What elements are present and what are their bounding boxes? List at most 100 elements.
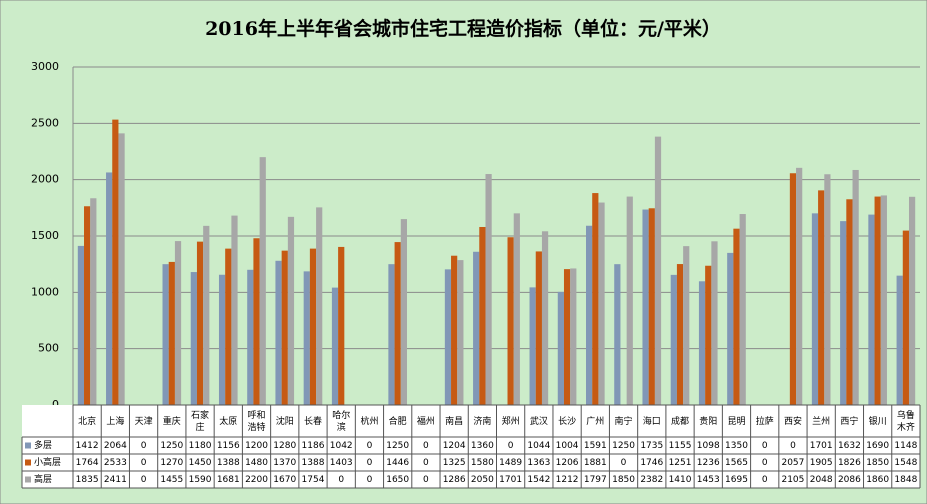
table-value: 1826	[838, 458, 861, 468]
x-tick-label: 杭州	[360, 415, 378, 427]
table-value: 1735	[640, 441, 663, 451]
table-value: 0	[141, 458, 147, 468]
table-value: 2086	[838, 475, 861, 485]
table-value: 0	[762, 458, 768, 468]
table-value: 0	[367, 458, 373, 468]
table-value: 0	[367, 475, 373, 485]
legend-label: 小高层	[34, 456, 61, 468]
x-tick-label: 成都	[671, 415, 689, 427]
x-tick-label: 重庆	[163, 415, 181, 427]
x-tick-label: 广州	[586, 415, 604, 427]
bar	[598, 202, 605, 405]
x-tick-label: 上海	[106, 415, 124, 427]
table-value: 1453	[697, 475, 720, 485]
table-value: 1350	[725, 441, 748, 451]
bar	[585, 225, 593, 405]
table-value: 1764	[76, 458, 99, 468]
table-value: 1250	[386, 441, 409, 451]
bar	[485, 174, 492, 405]
x-tick-label: 西宁	[840, 415, 858, 427]
x-tick-label: 南昌	[445, 415, 463, 427]
table-value: 0	[762, 475, 768, 485]
table-value: 1270	[160, 458, 183, 468]
legend-key	[25, 459, 31, 466]
table-value: 1632	[838, 441, 861, 451]
table-value: 1403	[330, 458, 353, 468]
y-tick-label: 2500	[31, 116, 59, 129]
bar	[789, 173, 797, 405]
table-value: 1098	[697, 441, 720, 451]
chart-title: 2016年上半年省会城市住宅工程造价指标（单位：元/平米）	[205, 17, 721, 40]
x-tick-label: 天津	[135, 416, 153, 427]
x-tick-label: 合肥	[389, 415, 407, 427]
bar	[880, 195, 887, 405]
x-tick-label: 呼和浩特	[248, 410, 266, 433]
table-value: 2382	[640, 475, 663, 485]
bar	[196, 241, 204, 405]
table-value: 2057	[781, 458, 804, 468]
x-tick-label: 银川	[869, 415, 887, 427]
bar	[824, 174, 831, 405]
bar	[451, 255, 458, 405]
legend-label: 高层	[34, 473, 52, 485]
bar	[203, 225, 210, 405]
bar	[275, 260, 282, 405]
table-value: 1754	[302, 475, 325, 485]
data-table	[22, 405, 920, 488]
bar	[648, 208, 655, 405]
table-value: 1388	[217, 458, 240, 468]
table-value: 1835	[76, 475, 99, 485]
table-value: 1044	[527, 441, 550, 451]
bar	[529, 287, 536, 405]
x-tick-label: 海口	[643, 415, 661, 427]
table-value: 0	[423, 458, 429, 468]
table-value: 1548	[894, 458, 917, 468]
bar	[388, 264, 395, 405]
bar	[225, 248, 232, 405]
bar	[654, 136, 662, 406]
bar	[162, 264, 169, 405]
table-value: 1650	[386, 475, 409, 485]
bar	[811, 213, 819, 405]
bar	[541, 231, 549, 405]
bar	[592, 193, 599, 405]
bar	[338, 246, 345, 405]
table-value: 1280	[273, 441, 296, 451]
table-value: 0	[338, 475, 344, 485]
table-value: 1690	[866, 441, 889, 451]
bar	[309, 248, 317, 405]
table-value: 1212	[556, 475, 579, 485]
x-tick-label: 长春	[304, 415, 322, 427]
bar	[626, 196, 633, 405]
bar	[739, 214, 746, 405]
x-tick-label: 乌鲁木齐	[897, 409, 915, 433]
bar	[473, 251, 480, 405]
table-value: 2533	[104, 458, 127, 468]
bar	[281, 250, 288, 405]
table-value: 1905	[810, 458, 833, 468]
table-value: 2064	[104, 441, 127, 451]
x-tick-label: 拉萨	[756, 415, 774, 427]
bar	[818, 190, 825, 405]
bar	[112, 119, 119, 406]
bar	[896, 275, 903, 405]
bar	[90, 198, 97, 405]
table-value: 1236	[697, 458, 720, 468]
x-tick-label: 南宁	[615, 415, 633, 427]
bar	[733, 228, 740, 405]
bar	[513, 213, 520, 405]
x-tick-label: 济南	[473, 415, 491, 427]
x-tick-label: 郑州	[502, 415, 520, 427]
bar	[698, 281, 706, 405]
y-tick-label: 1500	[31, 229, 59, 242]
x-tick-label: 太原	[219, 415, 237, 427]
table-value: 0	[762, 441, 768, 451]
table-value: 1200	[245, 441, 268, 451]
y-tick-label: 2000	[31, 173, 59, 186]
bar	[727, 252, 734, 405]
table-value: 0	[367, 441, 373, 451]
table-value: 1410	[669, 475, 692, 485]
table-value: 1156	[217, 441, 240, 451]
table-value: 1042	[330, 441, 353, 451]
